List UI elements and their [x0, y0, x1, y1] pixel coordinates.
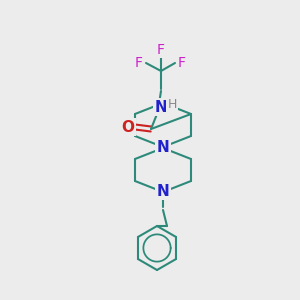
- Text: F: F: [135, 56, 143, 70]
- Text: F: F: [178, 56, 186, 70]
- Text: O: O: [122, 119, 134, 134]
- Text: H: H: [167, 98, 177, 112]
- Text: N: N: [157, 184, 169, 199]
- Text: N: N: [157, 140, 169, 155]
- Text: F: F: [157, 43, 165, 57]
- Text: N: N: [154, 100, 167, 115]
